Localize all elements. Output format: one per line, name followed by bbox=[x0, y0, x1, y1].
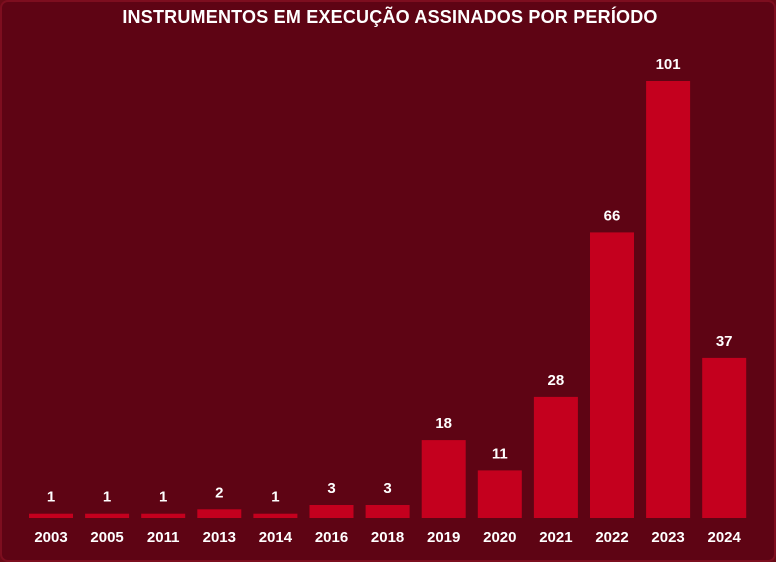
bar-2005 bbox=[85, 513, 130, 518]
data-label-2018: 3 bbox=[383, 480, 391, 497]
x-tick-label-2021: 2021 bbox=[539, 529, 572, 546]
data-label-2023: 101 bbox=[656, 56, 681, 73]
bar-2011 bbox=[141, 513, 186, 518]
x-tick-label-2014: 2014 bbox=[259, 529, 293, 546]
x-tick-label-2016: 2016 bbox=[315, 529, 348, 546]
x-tick-label-2019: 2019 bbox=[427, 529, 460, 546]
x-tick-label-2013: 2013 bbox=[203, 529, 236, 546]
data-label-2005: 1 bbox=[103, 489, 111, 506]
x-tick-label-2005: 2005 bbox=[90, 529, 123, 546]
x-tick-label-2018: 2018 bbox=[371, 529, 404, 546]
bar-2019 bbox=[421, 440, 466, 518]
data-label-2014: 1 bbox=[271, 489, 279, 506]
data-label-2003: 1 bbox=[47, 489, 55, 506]
bar-2022 bbox=[590, 232, 634, 518]
data-label-2024: 37 bbox=[716, 333, 733, 350]
data-label-2019: 18 bbox=[435, 415, 452, 432]
bar-2021 bbox=[533, 396, 578, 518]
chart-title: INSTRUMENTOS EM EXECUÇÃO ASSINADOS POR P… bbox=[122, 7, 658, 27]
bar-2013 bbox=[197, 509, 242, 518]
x-tick-label-2024: 2024 bbox=[708, 529, 742, 546]
x-tick-label-2011: 2011 bbox=[147, 529, 180, 546]
x-tick-label-2022: 2022 bbox=[595, 529, 628, 546]
data-label-2022: 66 bbox=[604, 207, 621, 224]
x-tick-label-2020: 2020 bbox=[483, 529, 516, 546]
x-tick-label-2023: 2023 bbox=[651, 529, 684, 546]
data-label-2016: 3 bbox=[327, 480, 335, 497]
x-tick-label-2003: 2003 bbox=[34, 529, 67, 546]
bar-2024 bbox=[702, 357, 747, 518]
bar-2016 bbox=[309, 505, 354, 518]
bar-2023 bbox=[646, 81, 691, 518]
data-label-2011: 1 bbox=[159, 489, 167, 506]
bar-2014 bbox=[253, 513, 298, 518]
data-label-2020: 11 bbox=[492, 445, 508, 462]
data-label-2021: 28 bbox=[548, 372, 565, 389]
bar-2003 bbox=[29, 513, 73, 518]
bar-2018 bbox=[365, 505, 410, 518]
data-label-2013: 2 bbox=[215, 484, 223, 501]
bar-2020 bbox=[477, 470, 522, 518]
